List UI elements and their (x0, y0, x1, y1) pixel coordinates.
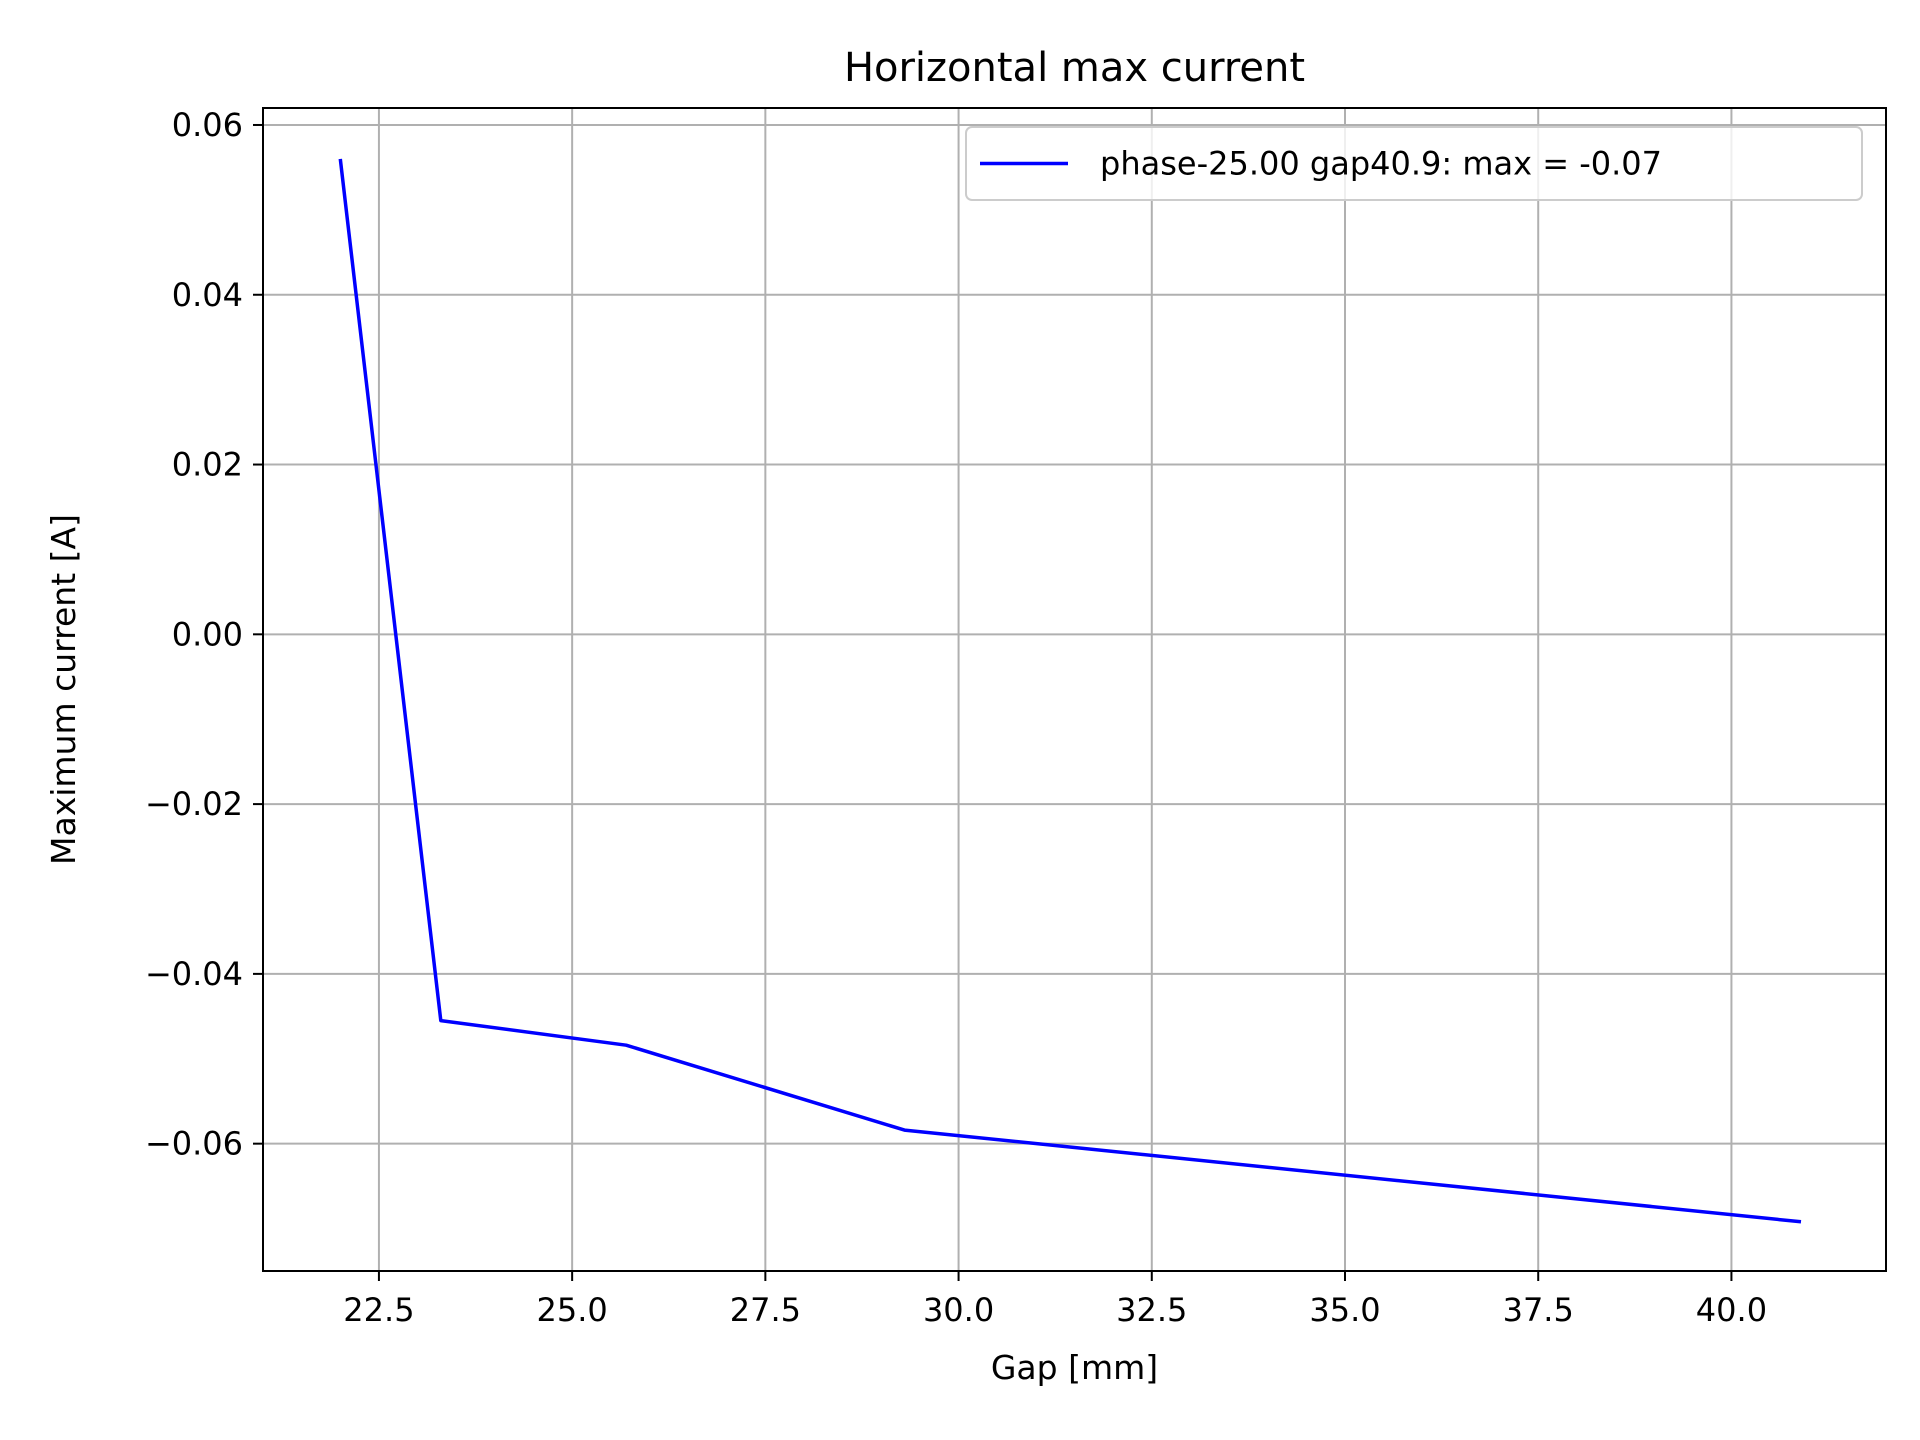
y-tick-label: 0.02 (172, 446, 243, 484)
x-tick-label: 35.0 (1309, 1291, 1380, 1329)
x-tick-label: 25.0 (537, 1291, 608, 1329)
x-tick-label: 27.5 (730, 1291, 801, 1329)
y-tick-label: 0.04 (172, 276, 243, 314)
x-tick-label: 22.5 (343, 1291, 414, 1329)
series-line (338, 158, 1802, 1224)
y-tick-label: 0.00 (172, 615, 243, 653)
x-tick-label: 30.0 (923, 1291, 994, 1329)
ticks: 22.5 25.0 27.5 30.0 32.5 35.0 37.5 40.0 0.06 0.04… (145, 106, 1767, 1329)
x-tick-label: 37.5 (1503, 1291, 1574, 1329)
grid (263, 108, 1886, 1271)
legend-label: phase-25.00 gap40.9: max = -0.07 (1100, 145, 1662, 183)
y-axis-label: Maximum current [A] (44, 514, 83, 865)
y-tick-label: 0.06 (172, 106, 243, 144)
series-layer (338, 158, 1802, 1224)
x-tick-label: 32.5 (1116, 1291, 1187, 1329)
legend: phase-25.00 gap40.9: max = -0.07 (965, 126, 1863, 201)
y-tick-label: −0.04 (145, 955, 243, 993)
plot-frame (262, 107, 1887, 1272)
x-axis-label: Gap [mm] (991, 1348, 1158, 1387)
chart-title: Horizontal max current (844, 45, 1305, 91)
x-tick-label: 40.0 (1696, 1291, 1767, 1329)
y-tick-label: −0.02 (145, 785, 243, 823)
legend-box (965, 126, 1863, 201)
y-tick-label: −0.06 (145, 1125, 243, 1163)
